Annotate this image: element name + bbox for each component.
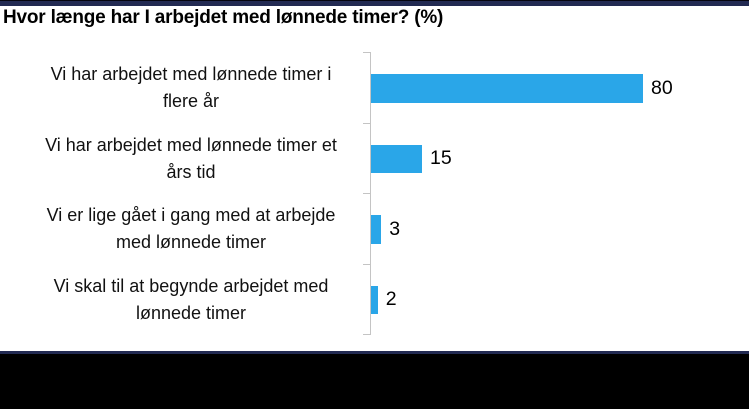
axis-tick [363, 333, 371, 335]
axis-tick [363, 263, 371, 265]
bar-row: Vi har arbejdet med lønnede timer i fler… [0, 53, 749, 124]
axis-tick [363, 122, 371, 124]
top-accent-bar [0, 0, 749, 6]
axis-tick [363, 52, 371, 54]
category-label: Vi er lige gået i gang med at arbejde me… [46, 205, 336, 253]
bar-area: 15 [371, 124, 749, 195]
bar-row: Vi skal til at begynde arbejdet med lønn… [0, 265, 749, 336]
bar [371, 215, 382, 244]
chart-title: Hvor længe har I arbejdet med lønnede ti… [3, 7, 444, 28]
axis-tick [363, 193, 371, 195]
value-label: 3 [389, 217, 401, 240]
bar-row: Vi er lige gået i gang med at arbejde me… [0, 194, 749, 265]
bar [371, 285, 378, 314]
value-label: 2 [385, 288, 397, 311]
category-label: Vi skal til at begynde arbejdet med lønn… [53, 275, 329, 323]
value-label: 80 [651, 76, 673, 99]
bar [371, 144, 422, 173]
bottom-accent-bar [0, 351, 749, 409]
bar-area: 80 [371, 53, 749, 124]
bar-area: 2 [371, 265, 749, 336]
bar-row: Vi har arbejdet med lønnede timer et års… [0, 124, 749, 195]
value-label: 15 [430, 147, 452, 170]
bar-chart-plot: Vi har arbejdet med lønnede timer i fler… [0, 53, 749, 335]
category-label: Vi har arbejdet med lønnede timer i fler… [50, 64, 332, 112]
category-label: Vi har arbejdet med lønnede timer et års… [45, 134, 337, 182]
bar-area: 3 [371, 194, 749, 265]
bar [371, 74, 643, 103]
